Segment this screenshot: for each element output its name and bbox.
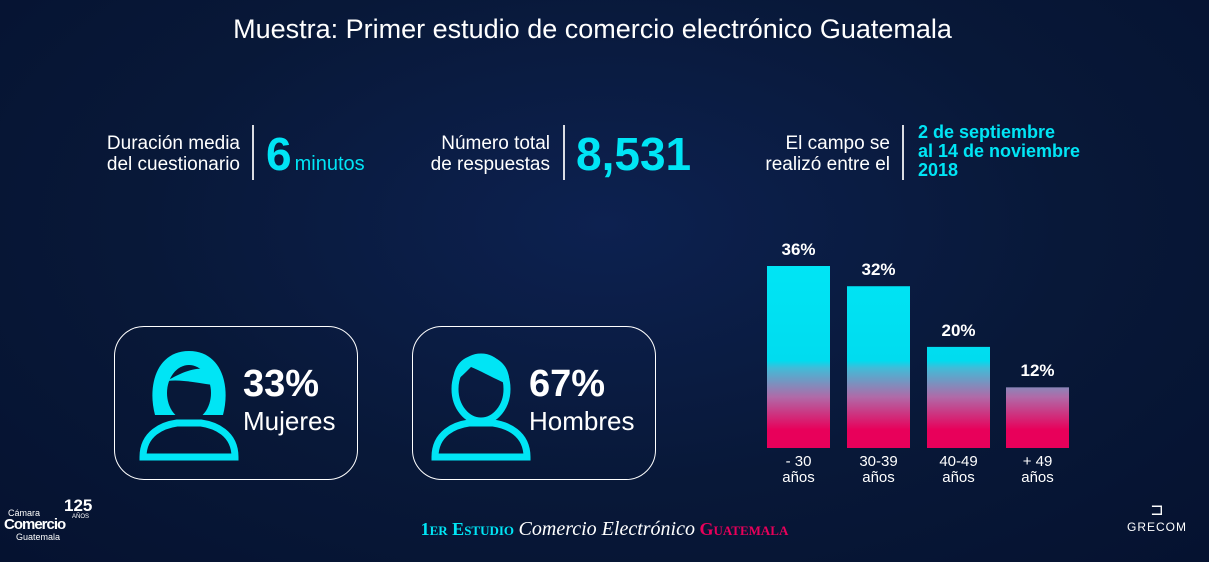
- responses-value: 8,531: [576, 128, 692, 180]
- field-dates: 2 de septiembre al 14 de noviembre 2018: [918, 122, 1081, 180]
- x-tick-label: - 30 años: [782, 453, 815, 486]
- women-stat: 33% Mujeres: [243, 363, 336, 436]
- men-stat: 67% Hombres: [529, 363, 635, 436]
- bar-1: [847, 286, 910, 448]
- men-card: 67% Hombres: [412, 326, 656, 480]
- bar-value-label: 32%: [861, 260, 896, 280]
- cart-icon: ⊐: [1150, 502, 1164, 519]
- bar-0: [767, 266, 830, 448]
- footer-title: 1er Estudio Comercio Electrónico Guatema…: [420, 518, 789, 540]
- bar-2: [927, 346, 990, 448]
- divider: [252, 125, 254, 180]
- x-tick-label: 40-49 años: [939, 453, 978, 486]
- page-title: Muestra: Primer estudio de comercio elec…: [233, 14, 952, 44]
- divider: [902, 125, 904, 180]
- x-tick-label: + 49 años: [1021, 453, 1054, 486]
- bar-value-label: 36%: [781, 240, 816, 259]
- women-card: 33% Mujeres: [114, 326, 358, 480]
- duration-value: 6 minutos: [266, 128, 365, 180]
- x-tick-label: 30-39 años: [859, 453, 898, 486]
- responses-label: Número total de respuestas: [430, 133, 550, 175]
- man-icon: [431, 353, 531, 461]
- bar-value-label: 20%: [941, 320, 976, 340]
- divider: [563, 125, 565, 180]
- field-label: El campo se realizó entre el: [765, 133, 890, 175]
- grecom-logo: ⊐ GRECOM: [1122, 500, 1192, 534]
- woman-icon: [139, 351, 239, 461]
- camara-comercio-logo: Cámara Comercio Guatemala 125 AÑOS: [4, 496, 93, 542]
- bar-value-label: 12%: [1020, 361, 1055, 381]
- duration-label: Duración media del cuestionario: [106, 133, 240, 175]
- bar-3: [1006, 387, 1069, 448]
